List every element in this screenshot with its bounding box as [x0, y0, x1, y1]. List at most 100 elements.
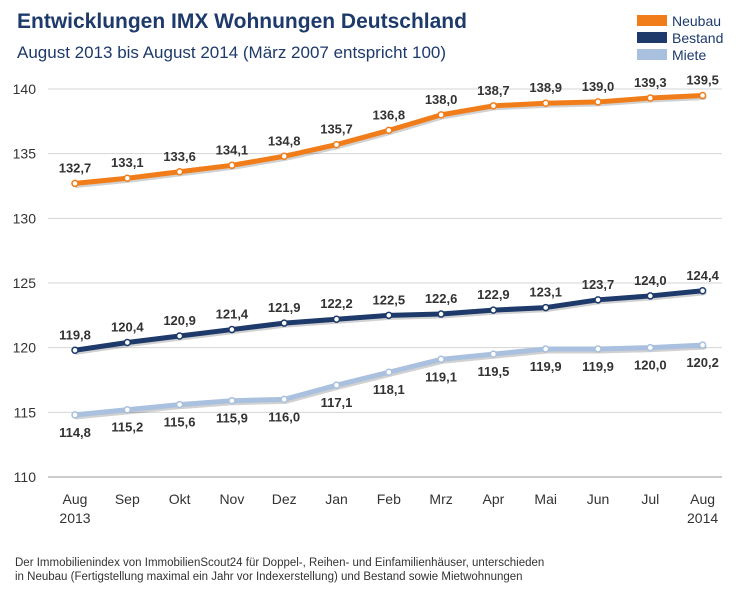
data-label-neubau-10: 139,0: [582, 79, 615, 94]
data-label-neubau-0: 132,7: [59, 160, 92, 175]
legend-item-miete: Miete: [637, 46, 723, 63]
data-label-neubau-4: 134,8: [268, 133, 301, 148]
data-label-bestand-4: 121,9: [268, 300, 301, 315]
x-tick-label-5: Jan: [325, 491, 348, 507]
data-label-neubau-1: 133,1: [111, 155, 144, 170]
x-tick-label-11: Jul: [641, 491, 659, 507]
data-point-neubau-12: [698, 91, 707, 100]
data-point-bestand-12: [698, 287, 707, 295]
data-point-miete-6: [385, 368, 393, 376]
x-tick-label-10: Jun: [587, 491, 610, 507]
chart-subtitle: August 2013 bis August 2014 (März 2007 e…: [17, 43, 447, 62]
data-point-neubau-8: [489, 102, 498, 110]
data-label-neubau-9: 138,9: [529, 80, 562, 95]
data-label-neubau-8: 138,7: [477, 83, 510, 98]
data-point-bestand-6: [385, 311, 393, 320]
data-point-bestand-9: [541, 303, 550, 312]
data-point-miete-11: [646, 343, 655, 352]
data-point-miete-12: [698, 341, 707, 349]
y-tick-label-135: 135: [13, 146, 37, 162]
data-point-neubau-4: [280, 152, 288, 161]
x-tick-label-0: Aug: [63, 491, 88, 507]
data-label-bestand-7: 122,6: [425, 291, 458, 306]
x-tick-label-4: Dez: [272, 491, 297, 507]
data-label-bestand-3: 121,4: [216, 307, 249, 322]
footnote-line-1: Der Immobilienindex von ImmobilienScout2…: [15, 557, 545, 569]
legend-item-bestand: Bestand: [637, 29, 723, 46]
data-label-miete-5: 117,1: [321, 395, 353, 410]
data-label-miete-2: 115,6: [164, 415, 196, 430]
data-point-bestand-0: [71, 346, 79, 355]
data-point-bestand-4: [280, 319, 288, 327]
data-point-neubau-2: [175, 168, 184, 176]
x-tick-label-9: Mai: [534, 491, 557, 507]
data-point-neubau-1: [123, 174, 132, 182]
data-point-bestand-1: [123, 338, 132, 347]
data-point-miete-8: [489, 350, 498, 358]
legend-label-miete: Miete: [672, 46, 707, 63]
y-tick-label-125: 125: [13, 275, 37, 291]
data-point-neubau-7: [437, 111, 445, 119]
data-label-miete-11: 120,0: [634, 358, 667, 373]
data-label-bestand-10: 123,7: [582, 277, 615, 292]
x-tick-label-7: Mrz: [429, 491, 452, 507]
data-label-bestand-6: 122,5: [373, 292, 406, 307]
y-tick-label-110: 110: [14, 469, 37, 485]
data-point-bestand-5: [332, 315, 341, 323]
data-point-miete-5: [332, 381, 341, 389]
data-point-neubau-10: [594, 98, 602, 106]
data-label-bestand-1: 120,4: [111, 319, 144, 334]
data-label-miete-1: 115,2: [111, 420, 143, 435]
x-tick-label-6: Feb: [377, 491, 401, 507]
data-point-neubau-9: [541, 99, 550, 107]
data-label-miete-4: 116,0: [268, 409, 300, 424]
data-point-neubau-3: [228, 161, 236, 170]
series-line-miete: [72, 342, 706, 418]
data-label-miete-7: 119,1: [425, 369, 457, 384]
data-label-miete-3: 115,9: [216, 411, 248, 426]
legend-label-bestand: Bestand: [672, 29, 724, 46]
data-label-bestand-9: 123,1: [529, 285, 562, 300]
data-point-bestand-8: [489, 306, 498, 314]
data-point-miete-4: [280, 395, 288, 404]
data-label-neubau-2: 133,6: [163, 149, 196, 164]
data-label-bestand-0: 119,8: [59, 327, 91, 342]
footnote: Der Immobilienindex von ImmobilienScout2…: [15, 556, 735, 584]
data-point-miete-2: [175, 400, 184, 409]
data-label-neubau-11: 139,3: [634, 75, 667, 90]
data-label-neubau-12: 139,5: [686, 72, 719, 87]
data-label-bestand-11: 124,0: [634, 273, 667, 288]
data-label-bestand-8: 122,9: [477, 287, 510, 302]
data-label-neubau-5: 135,7: [320, 122, 353, 137]
data-point-neubau-11: [646, 94, 655, 102]
data-point-bestand-3: [228, 325, 236, 334]
data-label-miete-9: 119,9: [530, 359, 562, 374]
legend-label-neubau: Neubau: [672, 12, 722, 29]
data-point-neubau-6: [385, 126, 393, 135]
legend-swatch-neubau: [637, 15, 667, 26]
y-tick-label-120: 120: [13, 340, 37, 356]
chart-title: Entwicklungen IMX Wohnungen Deutschland: [17, 10, 467, 33]
x-tick-label-2: Okt: [169, 491, 191, 507]
data-point-bestand-10: [594, 296, 602, 304]
x-tick-label-1: Sep: [115, 491, 140, 507]
data-point-miete-3: [228, 396, 236, 405]
data-point-bestand-11: [646, 292, 655, 300]
data-label-miete-8: 119,5: [477, 364, 509, 379]
data-label-bestand-5: 122,2: [320, 296, 353, 311]
data-point-bestand-2: [175, 332, 184, 340]
data-point-neubau-0: [71, 179, 79, 188]
footnote-line-2: in Neubau (Fertigstellung maximal ein Ja…: [15, 571, 523, 583]
x-tick-label-3: Nov: [219, 491, 244, 507]
x-tick-year-0: 2013: [59, 510, 90, 526]
data-point-miete-0: [71, 411, 79, 419]
data-point-miete-7: [437, 355, 445, 364]
y-tick-label-115: 115: [14, 404, 37, 420]
data-label-neubau-3: 134,1: [216, 142, 249, 157]
data-label-bestand-12: 124,4: [686, 268, 719, 283]
legend-swatch-miete: [637, 49, 667, 60]
x-tick-label-8: Apr: [483, 491, 505, 507]
data-point-neubau-5: [332, 140, 341, 149]
x-tick-year-12: 2014: [687, 510, 718, 526]
data-label-miete-6: 118,1: [373, 382, 405, 397]
